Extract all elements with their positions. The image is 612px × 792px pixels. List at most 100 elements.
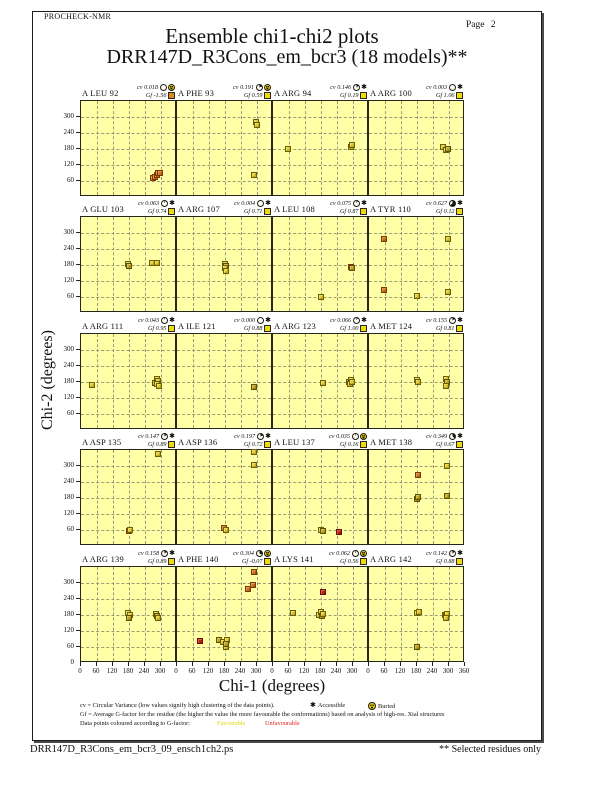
tick-mark [192,662,193,666]
grid-line [193,334,194,428]
cv-value: cv 0.146 [330,83,352,91]
cv-gf-block: cv 0.155 ✱ Gf 0.81 [426,316,463,332]
grid-line [369,233,463,234]
grid-line [161,567,162,661]
gf-value: Gf 0.12 [435,207,455,215]
grid-line [433,567,434,661]
data-point [156,170,163,177]
subplot-annotation-a-glu-103: A GLU 103 cv 0.063 ✱ Gf 0.74 [80,199,176,215]
cv-line: cv 0.066 ✱ [330,316,367,324]
cv-gf-block: cv 0.063 ✱ Gf 0.74 [138,199,175,215]
tick-mark [320,662,321,666]
buried-icon [360,549,367,557]
data-point [335,529,342,536]
grid-line [433,334,434,428]
cv-value: cv 0.062 [329,549,350,557]
cv-line: cv 0.142 ✱ [426,549,463,557]
grid-line [369,631,463,632]
x-tick-label: 240 [234,667,246,675]
residue-label: A LYS 141 [274,554,314,564]
accessible-icon: ✱ [310,701,316,709]
accessible-icon: ✱ [457,315,463,324]
residue-label: A ARG 107 [178,204,220,214]
cv-line: cv 0.155 ✱ [426,316,463,324]
cv-pie-icon [160,432,168,440]
subplot-annotation-a-leu-92: A LEU 92 cv 0.018 Gf -1.56 [80,83,176,99]
page-subtitle: DRR147D_R3Cons_em_bcr3 (18 models)** [106,46,468,68]
data-point [317,293,324,300]
subplot-annotation-a-arg-139: A ARG 139 cv 0.158 ✱ Gf 0.89 [80,549,176,565]
data-point [88,381,95,388]
data-point [381,235,388,242]
tick-mark [76,614,80,615]
grid-line [225,567,226,661]
grid-line [177,165,271,166]
cv-pie-icon [255,83,263,91]
grid-line [433,217,434,311]
gf-value: Gf 0.95 [147,324,167,332]
cv-line: cv 0.018 [137,83,175,91]
cv-gf-block: cv 0.062 Gf 0.56 [329,549,367,565]
grid-line [81,117,175,118]
gf-color-swatch [264,91,271,99]
gf-line: Gf 0.81 [426,324,463,332]
cv-line: cv 0.146 ✱ [330,83,367,91]
gf-value: Gf 0.72 [243,440,263,448]
favourable-label: Favourable [217,720,246,727]
subplot-annotation-a-tyr-110: A TYR 110 cv 0.627 ✱ Gf 0.12 [368,199,464,215]
footer-filename: DRR147D_R3Cons_em_bcr3_09_ensch1ch2.ps [30,744,234,755]
grid-line [209,334,210,428]
subplot-annotation-a-arg-100: A ARG 100 cv 0.003 ✱ Gf 1.06 [368,83,464,99]
subplot-a-arg-123 [272,333,368,429]
x-tick-label: 360 [458,667,470,675]
grid-line [353,450,354,544]
grid-line [257,567,258,661]
subplot-annotation-a-phe-140: A PHE 140 cv 0.304 Gf -0.07 [176,549,272,565]
subplot-annotation-a-met-138: A MET 138 cv 0.349 ✱ Gf 0.67 [368,432,464,448]
subplot-a-phe-140 [176,566,272,662]
subplot-a-asp-135 [80,449,176,545]
cv-pie-icon [160,316,168,324]
cv-gf-block: cv 0.035 Gf 0.16 [329,432,367,448]
cv-line: cv 0.003 ✱ [426,83,463,91]
cv-value: cv 0.000 [234,316,256,324]
cv-gf-block: cv 0.003 ✱ Gf 1.06 [426,83,463,99]
grid-line [337,450,338,544]
grid-line [81,181,175,182]
grid-line [97,334,98,428]
cv-gf-block: cv 0.627 ✱ Gf 0.12 [426,199,463,215]
cv-line: cv 0.147 ✱ [138,432,175,440]
data-point [251,462,258,469]
grid-line [145,101,146,195]
cv-pie-icon [448,549,456,557]
grid-line [257,101,258,195]
x-tick-label: 180 [410,667,422,675]
tick-mark [464,662,465,666]
y-tick-label: 180 [63,144,75,152]
subplot-a-arg-107 [176,216,272,312]
grid-line [273,647,367,648]
residue-label: A ILE 121 [178,321,216,331]
buried-icon [368,702,376,710]
grid-line [385,334,386,428]
data-point [443,382,450,389]
grid-line [273,583,367,584]
accessible-label: Accessible [317,702,346,709]
cv-value: cv 0.066 [330,316,352,324]
subplot-annotation-a-asp-136: A ASP 136 cv 0.197 ✱ Gf 0.72 [176,432,272,448]
grid-line [385,101,386,195]
grid-line [145,450,146,544]
y-tick-label: 300 [63,228,75,236]
grid-line [369,398,463,399]
tick-mark [76,248,80,249]
subplot-annotation-a-ile-121: A ILE 121 cv 0.000 ✱ Gf 0.88 [176,316,272,332]
page-frame [32,11,542,741]
y-tick-label: 300 [63,112,75,120]
gf-value: Gf 0.59 [243,91,263,99]
cv-gf-block: cv 0.142 ✱ Gf 0.88 [426,549,463,565]
subplot-a-met-124 [368,333,464,429]
cv-line: cv 0.063 ✱ [138,199,175,207]
grid-line [81,647,175,648]
buried-icon [168,83,175,91]
grid-line [177,297,271,298]
